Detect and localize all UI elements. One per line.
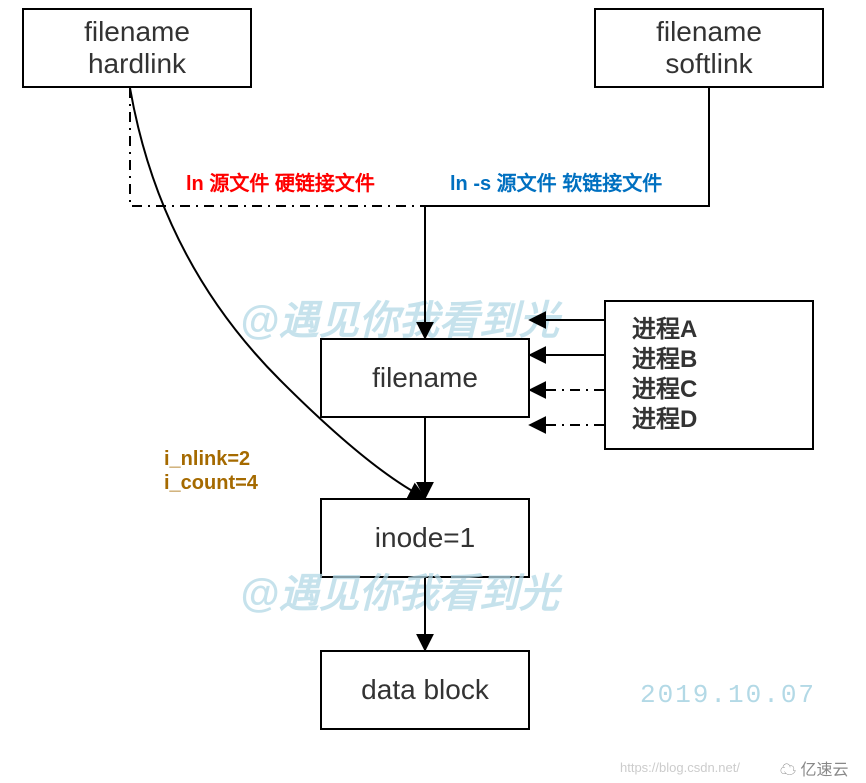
watermark-1: @遇见你我看到光 <box>240 288 559 346</box>
node-filename: filename <box>320 338 530 418</box>
label-ln-soft: ln -s 源文件 软链接文件 <box>450 167 662 196</box>
node-hardlink-line2: hardlink <box>88 48 186 80</box>
node-datablock-label: data block <box>361 674 489 706</box>
label-ln-hard: ln 源文件 硬链接文件 <box>186 167 375 196</box>
footer-url: https://blog.csdn.net/ <box>620 760 740 775</box>
node-datablock: data block <box>320 650 530 730</box>
node-filename-label: filename <box>372 362 478 394</box>
logo-text: 亿速云 <box>800 762 848 779</box>
node-softlink-line2: softlink <box>665 48 752 80</box>
process-c: 进程C <box>632 375 697 405</box>
node-hardlink-line1: filename <box>84 16 190 48</box>
node-inode-label: inode=1 <box>375 522 475 554</box>
footer-logo: ☁ 亿速云 <box>780 756 848 780</box>
node-softlink: filename softlink <box>594 8 824 88</box>
process-b: 进程B <box>632 345 697 375</box>
cloud-icon: ☁ <box>780 762 796 779</box>
node-softlink-line1: filename <box>656 16 762 48</box>
label-i-nlink: i_nlink=2 <box>164 448 250 471</box>
label-i-count: i_count=4 <box>164 472 258 495</box>
node-hardlink: filename hardlink <box>22 8 252 88</box>
process-a: 进程A <box>632 315 697 345</box>
process-d: 进程D <box>632 405 697 435</box>
node-processes: 进程A 进程B 进程C 进程D <box>604 300 814 450</box>
watermark-2: @遇见你我看到光 <box>240 561 559 619</box>
date-label: 2019.10.07 <box>640 680 816 710</box>
